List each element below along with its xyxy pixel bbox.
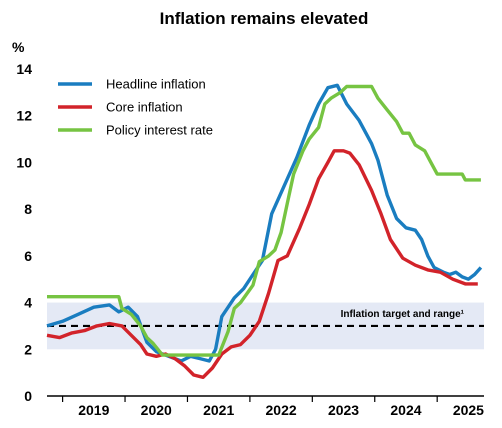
legend: Headline inflation Core inflation Policy i… — [58, 77, 213, 138]
x-tick-label: 2021 — [203, 402, 234, 418]
x-tick-label: 2020 — [141, 402, 172, 418]
y-axis-unit: % — [12, 39, 25, 55]
series-lines — [46, 83, 483, 379]
x-axis-ticks: 2019 2020 2021 2022 2023 2024 2025 — [78, 402, 484, 418]
y-axis-ticks: 0 2 4 6 8 10 12 14 — [16, 61, 32, 404]
legend-label: Headline inflation — [106, 77, 206, 92]
target-band-label: Inflation target and range¹ — [341, 309, 465, 320]
chart-title: Inflation remains elevated — [160, 9, 369, 28]
x-tick-label: 2024 — [390, 402, 421, 418]
core-inflation-line — [46, 149, 478, 379]
y-tick-label: 14 — [16, 61, 32, 77]
x-tick-label: 2019 — [78, 402, 109, 418]
y-tick-label: 2 — [24, 341, 32, 357]
legend-label: Policy interest rate — [106, 123, 213, 138]
target-band: Inflation target and range¹ — [47, 302, 484, 350]
x-tick-label: 2025 — [453, 402, 484, 418]
x-tick-label: 2023 — [328, 402, 359, 418]
y-tick-label: 12 — [16, 108, 32, 124]
y-tick-label: 10 — [16, 154, 32, 170]
legend-label: Core inflation — [106, 100, 183, 115]
x-tick-label: 2022 — [266, 402, 297, 418]
y-tick-label: 0 — [24, 388, 32, 404]
x-axis — [47, 395, 484, 402]
y-tick-label: 8 — [24, 201, 32, 217]
y-tick-label: 4 — [24, 295, 32, 311]
y-tick-label: 6 — [24, 248, 32, 264]
policy-interest-rate-line — [47, 84, 481, 357]
